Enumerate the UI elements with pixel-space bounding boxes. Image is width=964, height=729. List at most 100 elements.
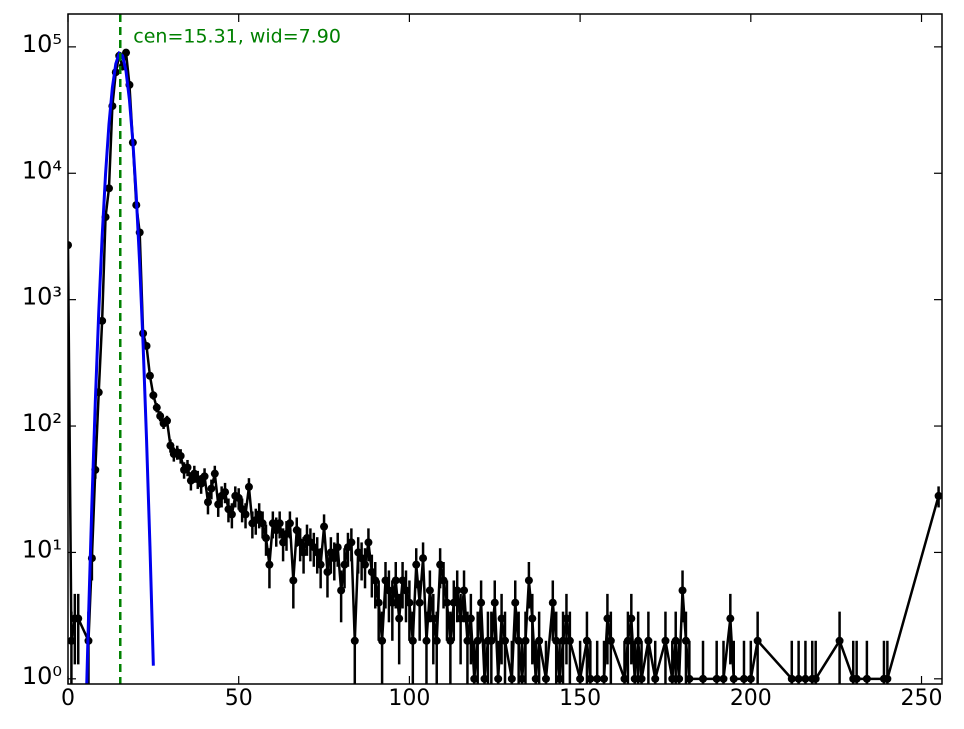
data-point <box>627 614 636 623</box>
data-point <box>681 636 690 645</box>
data-point <box>275 519 284 528</box>
data-point <box>432 636 441 645</box>
data-point <box>203 498 212 507</box>
data-point <box>603 614 612 623</box>
data-point <box>227 510 236 519</box>
data-point <box>473 636 482 645</box>
data-point <box>425 586 434 595</box>
data-point <box>477 598 486 607</box>
data-point <box>422 636 431 645</box>
data-point <box>221 488 230 497</box>
data-point <box>518 674 527 683</box>
y-tick-label: 10¹ <box>22 535 62 563</box>
data-point <box>197 479 206 488</box>
data-point <box>429 614 438 623</box>
data-point <box>316 560 325 569</box>
data-point <box>719 674 728 683</box>
data-point <box>470 674 479 683</box>
y-tick-label: 10³ <box>22 283 62 311</box>
data-point <box>68 636 76 645</box>
data-point <box>391 576 400 585</box>
data-point <box>265 560 274 569</box>
data-point <box>787 674 796 683</box>
data-point <box>401 586 410 595</box>
data-point <box>296 538 305 547</box>
data-point <box>313 548 322 557</box>
data-point <box>415 598 424 607</box>
data-point <box>883 674 892 683</box>
x-tick-label: 100 <box>388 686 430 711</box>
data-point <box>620 674 629 683</box>
data-point <box>449 598 458 607</box>
data-point <box>354 548 363 557</box>
data-point <box>490 598 499 607</box>
data-point <box>323 568 332 577</box>
data-point <box>559 636 568 645</box>
data-point <box>497 614 506 623</box>
data-point <box>214 500 223 509</box>
data-point <box>634 636 643 645</box>
data-point <box>320 522 329 531</box>
data-point <box>398 576 407 585</box>
data-point <box>630 674 639 683</box>
data-point <box>251 516 260 525</box>
data-point <box>460 586 469 595</box>
data-point <box>258 519 267 528</box>
data-point <box>378 636 387 645</box>
x-tick-label: 250 <box>901 686 943 711</box>
y-tick-label: 10⁵ <box>22 30 62 58</box>
data-point <box>419 554 428 563</box>
data-point <box>395 614 404 623</box>
data-point <box>521 636 530 645</box>
data-point <box>244 482 253 491</box>
data-point <box>661 636 670 645</box>
data-point <box>548 598 557 607</box>
data-point <box>272 526 281 535</box>
data-point <box>186 476 195 485</box>
data-point <box>152 403 161 412</box>
data-point <box>852 674 861 683</box>
data-point <box>753 636 762 645</box>
data-point <box>565 636 574 645</box>
data-point <box>347 538 356 547</box>
data-point <box>200 472 209 481</box>
data-point <box>292 526 301 535</box>
data-point <box>726 614 735 623</box>
data-point <box>149 391 158 400</box>
data-point <box>350 636 359 645</box>
data-point <box>494 674 503 683</box>
data-point <box>606 636 615 645</box>
data-point <box>531 674 540 683</box>
data-point <box>535 636 544 645</box>
y-tick-label: 10⁴ <box>22 156 62 184</box>
data-point <box>183 463 192 472</box>
data-point <box>361 560 370 569</box>
data-point <box>156 412 165 421</box>
data-point <box>412 560 421 569</box>
x-tick-label: 150 <box>559 686 601 711</box>
data-point <box>685 674 694 683</box>
data-point <box>436 560 445 569</box>
data-point <box>637 674 646 683</box>
annotation: cen=15.31, wid=7.90 <box>133 26 341 48</box>
data-point <box>255 510 264 519</box>
data-point <box>668 674 677 683</box>
plot-area <box>68 14 942 684</box>
data-point <box>163 416 172 425</box>
data-point <box>463 636 472 645</box>
data-point <box>405 598 414 607</box>
y-tick-label: 10² <box>22 409 62 437</box>
data-point <box>234 493 243 502</box>
data-point <box>337 586 346 595</box>
data-point <box>729 674 738 683</box>
data-point <box>326 548 335 557</box>
data-point <box>367 568 376 577</box>
data-point <box>801 674 810 683</box>
data-point <box>524 576 533 585</box>
data-point <box>268 519 277 528</box>
data-point <box>644 636 653 645</box>
data-point <box>651 674 660 683</box>
data-point <box>675 674 684 683</box>
data-point <box>371 576 380 585</box>
